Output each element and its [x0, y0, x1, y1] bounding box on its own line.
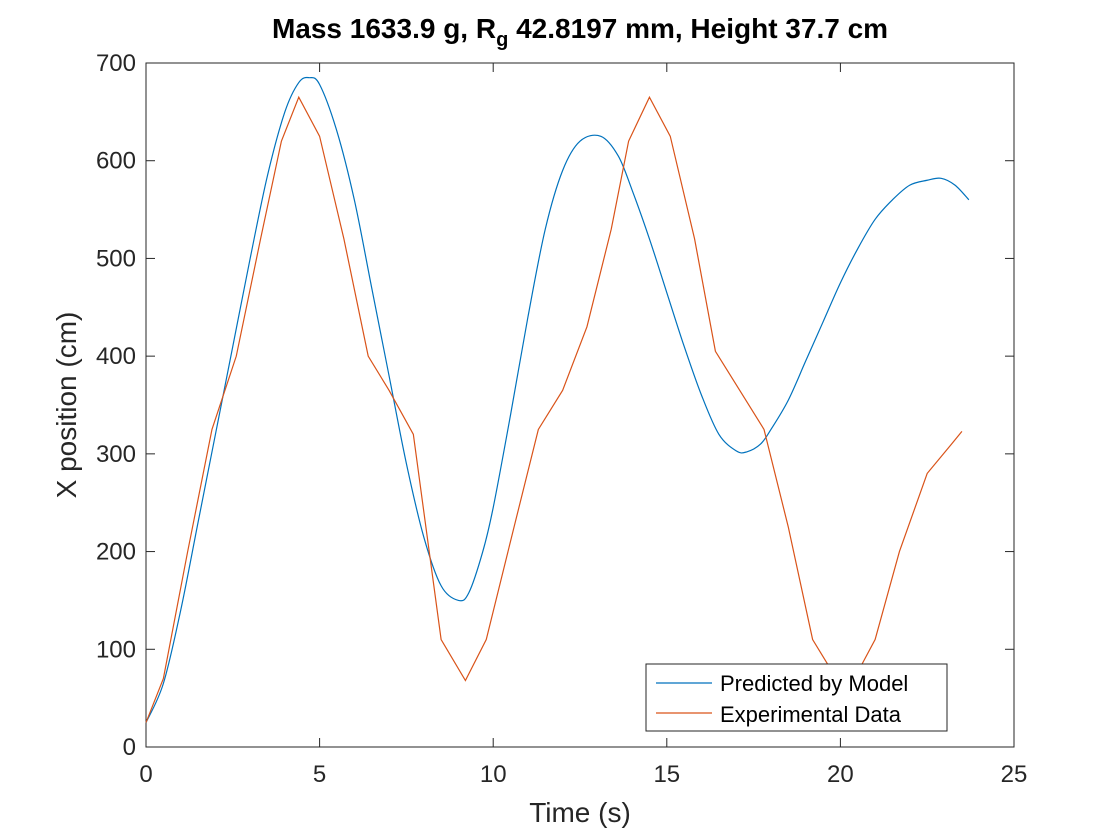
- y-tick-label: 100: [96, 636, 136, 663]
- chart-title-suffix: 42.8197 mm, Height 37.7 cm: [508, 13, 888, 44]
- chart-title-prefix: Mass 1633.9 g, R: [272, 13, 496, 44]
- x-tick-label: 0: [139, 761, 152, 788]
- x-tick-label: 5: [313, 761, 326, 788]
- chart-title: Mass 1633.9 g, Rg 42.8197 mm, Height 37.…: [272, 13, 888, 51]
- legend-label-predicted: Predicted by Model: [720, 671, 908, 696]
- legend-box: [645, 663, 948, 732]
- series-line-predicted: [145, 76, 970, 723]
- y-axis-label: X position (cm): [51, 312, 82, 499]
- y-tick-label: 600: [96, 148, 136, 175]
- chart-title-subscript: g: [496, 29, 508, 51]
- x-axis-label: Time (s): [529, 797, 631, 828]
- x-tick-label: 25: [1001, 761, 1028, 788]
- y-tick-label: 0: [123, 734, 136, 761]
- y-tick-label: 200: [96, 539, 136, 566]
- y-axis-ticks: 0 100 200 300 400 500 600 700: [96, 50, 1014, 761]
- x-tick-label: 20: [827, 761, 854, 788]
- y-tick-label: 700: [96, 50, 136, 77]
- y-tick-label: 300: [96, 441, 136, 468]
- y-tick-label: 400: [96, 343, 136, 370]
- plot-area: [145, 62, 1015, 748]
- legend: Predicted by Model Experimental Data: [645, 663, 948, 732]
- y-tick-label: 500: [96, 245, 136, 272]
- x-tick-label: 15: [653, 761, 680, 788]
- legend-label-experimental: Experimental Data: [720, 702, 902, 727]
- x-tick-label: 10: [480, 761, 507, 788]
- x-axis-ticks: 0 5 10 15 20 25: [139, 63, 1027, 788]
